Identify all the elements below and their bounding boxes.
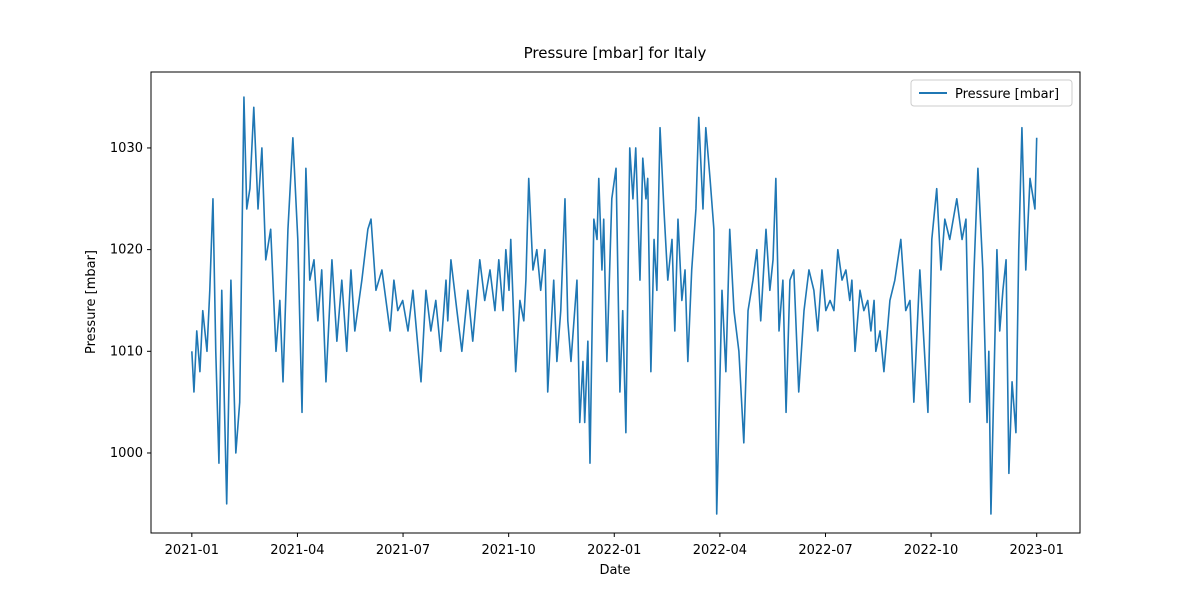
plot-frame: [150, 71, 1081, 534]
legend-label: Pressure [mbar]: [955, 87, 1059, 102]
y-tick-label: 1030: [110, 141, 143, 156]
x-tick-label: 2022-04: [693, 543, 747, 558]
x-tick-label: 2021-04: [270, 543, 324, 558]
legend-box: [910, 79, 1073, 107]
y-tick-label: 1020: [110, 243, 143, 258]
x-axis-label: Date: [599, 563, 630, 578]
x-tick-label: 2021-01: [165, 543, 219, 558]
x-tick-label: 2021-07: [376, 543, 430, 558]
x-tick-label: 2022-07: [798, 543, 852, 558]
x-tick-label: 2022-01: [587, 543, 641, 558]
x-tick-label: 2021-10: [481, 543, 535, 558]
y-tick-label: 1010: [110, 344, 143, 359]
y-tick-label: 1000: [110, 446, 143, 461]
y-axis-label: Pressure [mbar]: [84, 250, 99, 354]
line-series: [191, 96, 1038, 515]
chart-title: Pressure [mbar] for Italy: [524, 44, 707, 62]
x-tick-label: 2023-01: [1010, 543, 1064, 558]
x-tick-label: 2022-10: [904, 543, 958, 558]
